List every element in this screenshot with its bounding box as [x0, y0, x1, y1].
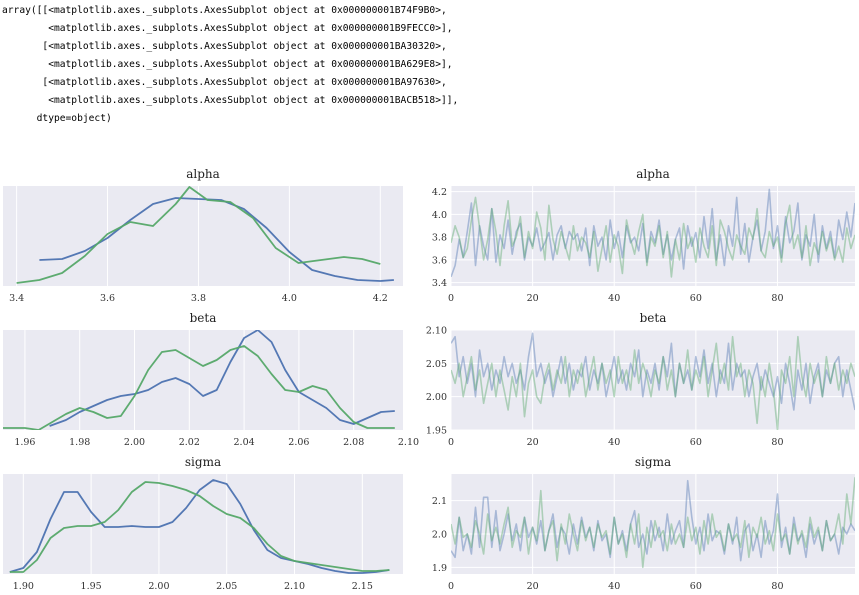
output-line: [<matplotlib.axes._subplots.AxesSubplot … — [2, 41, 447, 52]
x-tick-label: 2.05 — [216, 581, 237, 592]
x-tick-label: 2.02 — [179, 437, 200, 448]
y-tick-label: 2.00 — [426, 392, 447, 403]
y-tick-label: 2.1 — [432, 496, 447, 507]
series-line-2 — [16, 186, 381, 284]
cell-output: array([[<matplotlib.axes._subplots.AxesS… — [2, 2, 458, 128]
x-tick-label: 20 — [527, 581, 539, 592]
series-line-1 — [451, 479, 855, 562]
output-line: <matplotlib.axes._subplots.AxesSubplot o… — [2, 95, 459, 106]
subplot-1: alpha 0 20 40 60 80 3.4 3.6 3.8 4.0 4.2 — [432, 167, 855, 304]
y-tick-label: 2.10 — [426, 326, 447, 337]
x-tick-label: 60 — [690, 293, 702, 304]
x-tick-label: 2.00 — [148, 581, 169, 592]
trace-figure: alpha 3.4 3.6 3.8 4.0 4.2 alpha 0 20 40 60 80 3.4 3.6… — [3, 167, 855, 592]
x-tick-label: 2.15 — [352, 581, 373, 592]
x-tick-label: 1.96 — [14, 437, 35, 448]
x-tick-label: 60 — [690, 437, 702, 448]
output-line: dtype=object) — [2, 113, 112, 124]
x-tick-label: 0 — [448, 581, 454, 592]
y-tick-label: 1.95 — [426, 426, 447, 437]
x-tick-label: 80 — [771, 293, 783, 304]
series-line-2 — [451, 477, 855, 569]
x-tick-label: 0 — [448, 293, 454, 304]
x-tick-label: 2.10 — [398, 437, 419, 448]
x-tick-label: 4.0 — [282, 293, 297, 304]
x-tick-label: 0 — [448, 437, 454, 448]
x-tick-label: 1.98 — [69, 437, 90, 448]
x-tick-label: 60 — [690, 581, 702, 592]
subplot-2: beta 1.96 1.98 2.00 2.02 2.04 2.06 2.08 2.10 — [3, 311, 419, 448]
x-tick-label: 40 — [608, 437, 620, 448]
x-tick-label: 40 — [608, 581, 620, 592]
y-tick-label: 1.9 — [432, 563, 447, 574]
y-tick-label: 3.4 — [432, 278, 447, 289]
subplot-4: sigma 1.90 1.95 2.00 2.05 2.10 2.15 — [3, 455, 403, 592]
x-tick-label: 2.10 — [284, 581, 305, 592]
y-tick-label: 3.8 — [432, 233, 447, 244]
x-tick-label: 2.00 — [124, 437, 145, 448]
x-tick-label: 1.95 — [81, 581, 102, 592]
subplot-3: beta 0 20 40 60 80 1.95 2.00 2.05 2.10 — [426, 311, 855, 448]
x-tick-label: 3.4 — [9, 293, 24, 304]
series-line-1 — [451, 332, 855, 411]
series-line-2 — [9, 481, 390, 573]
output-line: <matplotlib.axes._subplots.AxesSubplot o… — [2, 59, 453, 70]
y-tick-label: 4.2 — [432, 187, 447, 198]
plot-background — [3, 186, 403, 286]
x-tick-label: 80 — [771, 581, 783, 592]
x-tick-label: 3.6 — [100, 293, 115, 304]
x-tick-label: 20 — [527, 437, 539, 448]
x-tick-label: 20 — [527, 293, 539, 304]
x-tick-label: 2.06 — [288, 437, 309, 448]
subplot-5: sigma 0 20 40 60 80 1.9 2.0 2.1 — [432, 455, 855, 592]
series-line-2 — [451, 335, 855, 430]
y-tick-label: 2.05 — [426, 359, 447, 370]
subplot-title: alpha — [186, 167, 220, 181]
series-line-1 — [49, 330, 395, 427]
x-tick-label: 3.8 — [191, 293, 206, 304]
plot-background — [3, 474, 403, 574]
y-tick-label: 4.0 — [432, 210, 447, 221]
x-tick-label: 80 — [771, 437, 783, 448]
series-line-2 — [3, 345, 395, 430]
series-line-1 — [451, 188, 855, 278]
x-tick-label: 2.08 — [343, 437, 364, 448]
y-tick-label: 3.6 — [432, 255, 447, 266]
subplot-title: sigma — [635, 455, 671, 469]
plot-background — [451, 474, 855, 574]
output-line: <matplotlib.axes._subplots.AxesSubplot o… — [2, 23, 453, 34]
subplot-0: alpha 3.4 3.6 3.8 4.0 4.2 — [3, 167, 403, 304]
y-tick-label: 2.0 — [432, 530, 447, 541]
plot-background — [451, 186, 855, 286]
plot-background — [451, 330, 855, 430]
series-line-2 — [451, 196, 855, 278]
x-tick-label: 2.04 — [234, 437, 255, 448]
subplot-title: alpha — [636, 167, 670, 181]
output-line: array([[<matplotlib.axes._subplots.AxesS… — [2, 5, 447, 16]
series-line-1 — [9, 479, 390, 574]
x-tick-label: 4.2 — [373, 293, 388, 304]
subplot-title: beta — [190, 311, 217, 325]
x-tick-label: 40 — [608, 293, 620, 304]
output-line: [<matplotlib.axes._subplots.AxesSubplot … — [2, 77, 447, 88]
subplot-title: beta — [640, 311, 667, 325]
x-tick-label: 1.90 — [13, 581, 34, 592]
subplot-title: sigma — [185, 455, 221, 469]
